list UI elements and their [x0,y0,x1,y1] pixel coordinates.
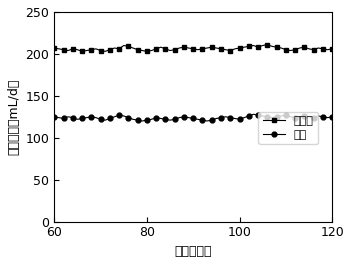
未添加 [205,46,209,50]
未添加 [302,46,306,49]
未添加 [265,43,270,46]
添加 [154,116,158,119]
未添加 [330,47,334,50]
添加 [224,115,228,118]
Line: 添加: 添加 [52,112,335,123]
添加 [302,114,306,118]
未添加 [80,50,84,53]
添加 [251,113,256,116]
X-axis label: 时间（天）: 时间（天） [174,245,212,258]
未添加 [112,46,117,50]
Line: 未添加: 未添加 [52,42,335,54]
添加 [52,115,57,118]
未添加 [52,46,57,50]
Legend: 未添加, 添加: 未添加, 添加 [258,112,318,144]
添加 [140,120,144,123]
未添加 [224,48,228,51]
Y-axis label: 甲烷产率（mL/d）: 甲烷产率（mL/d） [7,79,20,155]
未添加 [121,44,126,47]
添加 [108,117,112,120]
添加 [117,113,121,117]
添加 [205,120,209,123]
未添加 [154,47,158,50]
添加 [330,115,334,118]
